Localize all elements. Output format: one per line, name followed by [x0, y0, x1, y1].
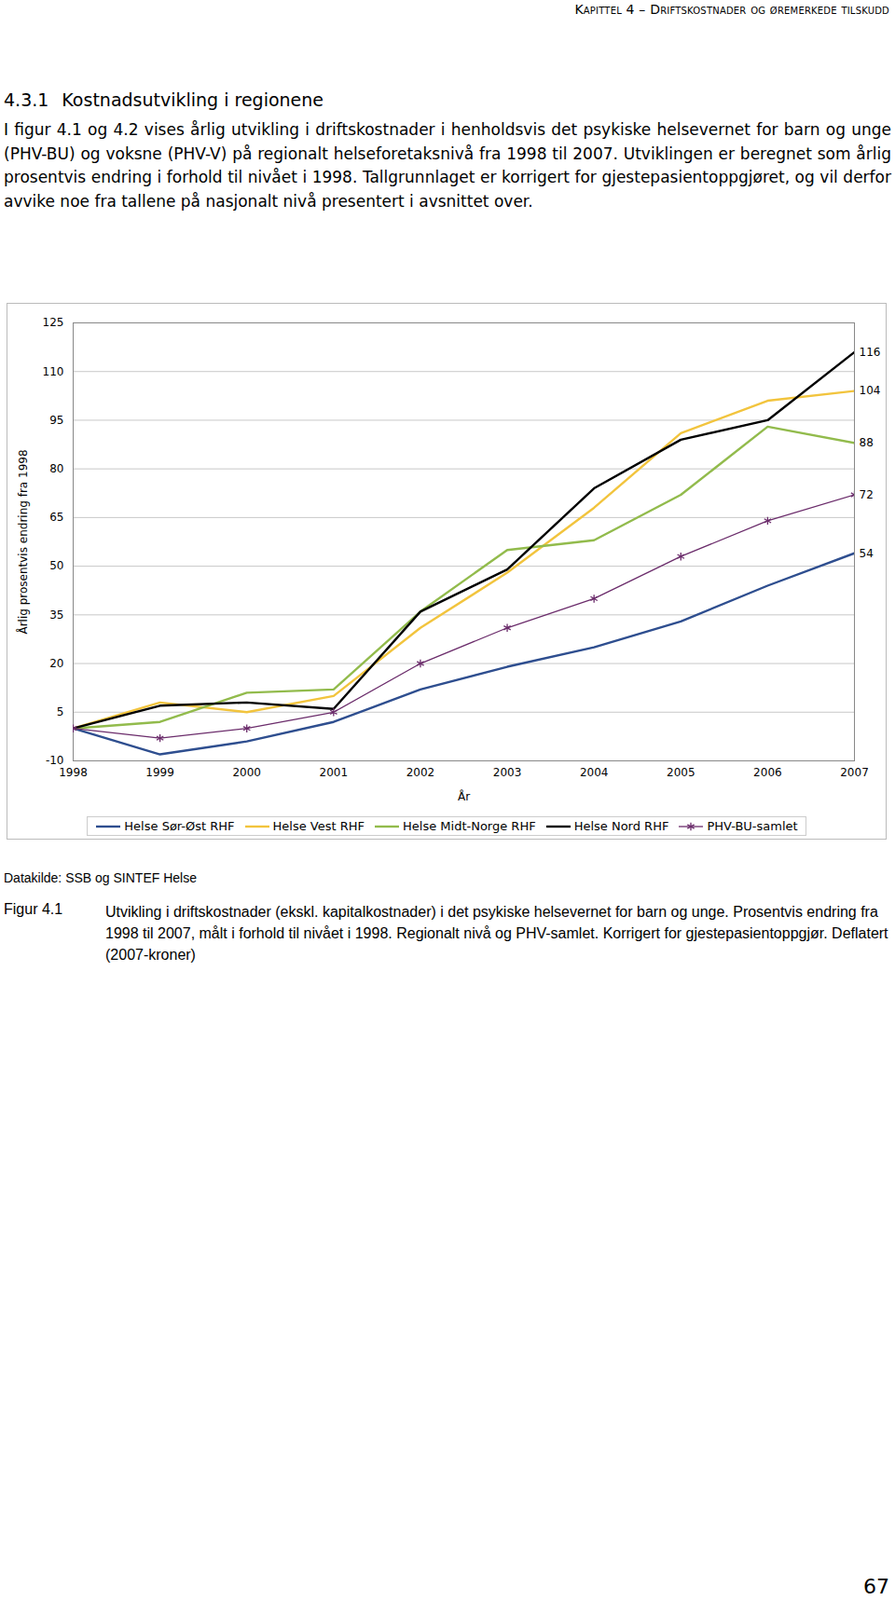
svg-text:104: 104 — [859, 384, 882, 398]
html-text:I figur 4.1 og 4.2 vises årlig: I figur 4.1 og 4.2 vises årlig utvikling… — [3, 120, 892, 211]
svg-text:2006: 2006 — [753, 766, 783, 780]
svg-text:88: 88 — [859, 436, 874, 450]
svg-text:35: 35 — [49, 608, 64, 622]
html-text:67: 67 — [863, 1575, 890, 1599]
svg-text:80: 80 — [49, 462, 64, 476]
html-text:Datakilde: SSB og SINTEF Helse: Datakilde: SSB og SINTEF Helse — [3, 870, 197, 886]
svg-text:År: År — [457, 789, 470, 804]
svg-text:20: 20 — [49, 657, 64, 671]
svg-text:54: 54 — [859, 547, 874, 561]
svg-text:2000: 2000 — [232, 766, 262, 780]
svg-text:50: 50 — [49, 559, 64, 573]
svg-text:Årlig prosentvis endring fra 1: Årlig prosentvis endring fra 1998 — [15, 449, 30, 634]
svg-text:65: 65 — [49, 510, 64, 524]
html-text:Utvikling i driftskostnader (e: Utvikling i driftskostnader (ekskl. kapi… — [105, 904, 889, 964]
svg-text:110: 110 — [42, 365, 65, 379]
html-text:Helse Midt-Norge RHF: Helse Midt-Norge RHF — [402, 819, 536, 834]
svg-text:2004: 2004 — [579, 766, 609, 780]
html-text:Helse Nord RHF: Helse Nord RHF — [574, 819, 669, 834]
svg-text:-10: -10 — [45, 754, 64, 768]
html-text:Figur 4.1: Figur 4.1 — [3, 901, 63, 918]
svg-text:2005: 2005 — [666, 766, 696, 780]
svg-text:1999: 1999 — [145, 766, 175, 780]
html-text:4.3.1: 4.3.1 — [3, 89, 49, 111]
html-text:Helse Sør-Øst RHF: Helse Sør-Øst RHF — [124, 819, 235, 834]
svg-text:5: 5 — [56, 705, 65, 719]
html-text:Kostnadsutvikling i regionene: Kostnadsutvikling i regionene — [61, 89, 324, 111]
svg-text:2003: 2003 — [493, 766, 523, 780]
svg-text:125: 125 — [42, 316, 65, 330]
svg-text:1998: 1998 — [58, 766, 88, 780]
svg-text:95: 95 — [49, 413, 64, 427]
html-text:Kapittel 4 – Driftskostnader o: Kapittel 4 – Driftskostnader og øremerke… — [574, 1, 890, 17]
svg-text:2007: 2007 — [839, 766, 869, 780]
svg-text:72: 72 — [859, 488, 874, 502]
html-text:PHV-BU-samlet: PHV-BU-samlet — [707, 819, 798, 834]
svg-text:2001: 2001 — [319, 766, 349, 780]
svg-text:116: 116 — [859, 345, 882, 359]
html-text:Helse Vest RHF: Helse Vest RHF — [272, 819, 365, 834]
svg-text:2002: 2002 — [406, 766, 436, 780]
